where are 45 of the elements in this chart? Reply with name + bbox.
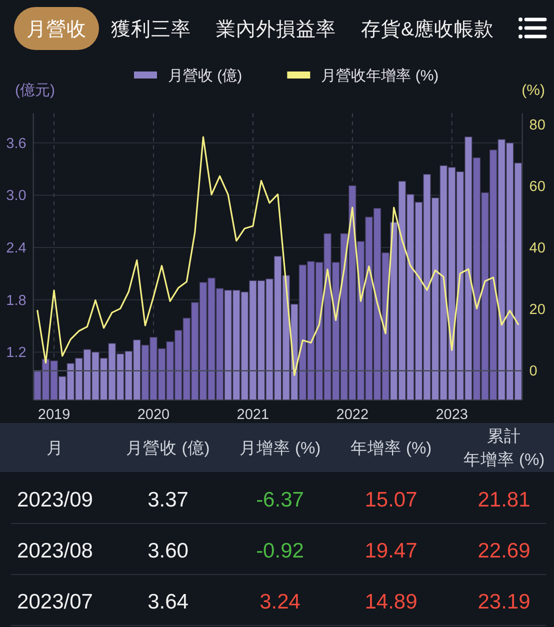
chart-title: 月營收 <box>26 18 86 40</box>
column-header: 累計年增率 (%) <box>463 428 545 470</box>
table-cell: 3.64 <box>148 590 188 614</box>
y-tick-label: 1.8 <box>6 292 26 309</box>
column-header: 月 <box>46 439 64 458</box>
y-tick-label: 3.0 <box>6 188 26 204</box>
x-tick-label: 2019 <box>38 407 70 423</box>
legend-item: 月營收年增率 (%) <box>287 67 439 84</box>
column-header: 月增率 (%) <box>239 439 321 458</box>
y2-tick-label: 20 <box>529 302 546 318</box>
table-cell: -0.92 <box>256 540 304 563</box>
table-cell: 2023/07 <box>17 590 93 614</box>
tab-label: 業內外損益率 <box>216 18 336 40</box>
table-cell: 3.37 <box>148 488 188 512</box>
legend-label: 月營收年增率 (%) <box>321 67 439 84</box>
legend-label: 月營收 (億) <box>168 67 242 84</box>
x-tick-label: 2021 <box>236 407 270 423</box>
x-tick-label: 2023 <box>436 407 468 423</box>
table-cell: 15.07 <box>364 488 418 512</box>
table-cell: 2023/08 <box>17 540 93 563</box>
y-tick-label: 1.2 <box>6 345 26 362</box>
y-axis-title: (億元) <box>15 82 55 99</box>
table-cell: 23.19 <box>478 590 530 614</box>
table-cell: 2023/09 <box>17 488 93 512</box>
x-tick-label: 2020 <box>137 407 170 423</box>
tab-label: 存貨&應收帳款 <box>361 18 494 40</box>
y-tick-label: 2.4 <box>6 240 26 256</box>
y2-axis-title: (%) <box>522 82 546 99</box>
y2-tick-label: 60 <box>529 178 546 195</box>
table-cell: 19.47 <box>364 540 418 563</box>
y2-tick-label: 0 <box>529 364 538 380</box>
table-cell: -6.37 <box>256 488 304 512</box>
table-cell: 22.69 <box>478 540 530 563</box>
table-cell: 21.81 <box>478 488 530 512</box>
tab-label: 獲利三率 <box>111 18 191 40</box>
column-header: 年增率 (%) <box>350 439 432 458</box>
table-cell: 3.60 <box>148 540 188 563</box>
y-tick-label: 3.6 <box>6 136 26 152</box>
table-cell: 3.24 <box>260 590 300 614</box>
y2-tick-label: 80 <box>529 117 546 134</box>
y2-tick-label: 40 <box>529 240 546 257</box>
table-cell: 14.89 <box>364 590 418 614</box>
legend-item: 月營收 (億) <box>134 67 242 84</box>
column-header: 月營收 (億) <box>126 439 210 458</box>
x-tick-label: 2022 <box>336 407 369 423</box>
